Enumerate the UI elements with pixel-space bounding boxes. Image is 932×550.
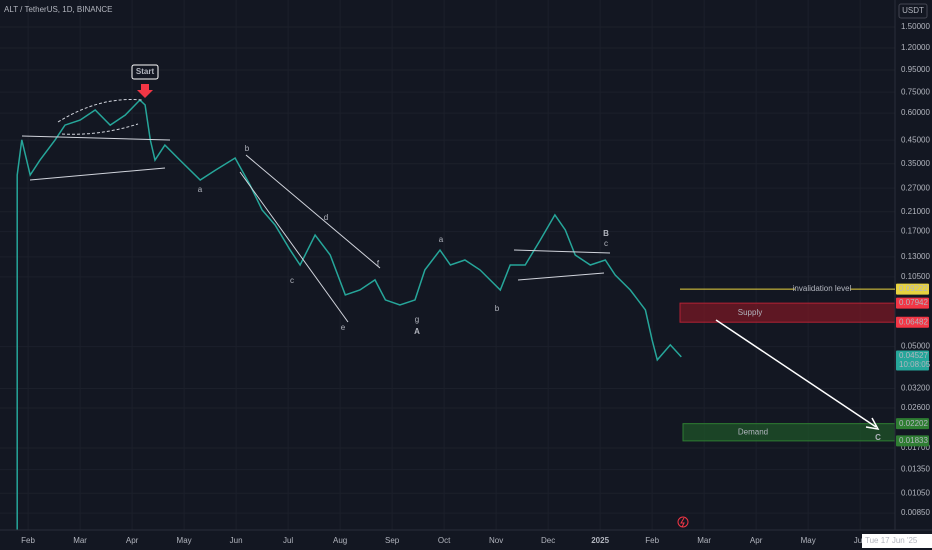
price-tag-label: 0.07942 xyxy=(899,298,928,307)
y-tick-label: 0.13000 xyxy=(901,252,930,261)
y-tick-label: 0.03200 xyxy=(901,384,930,393)
triangle2-bottom xyxy=(517,272,605,281)
chart-title: ALT / TetherUS, 1D, BINANCE xyxy=(4,5,112,14)
wave-label: e xyxy=(341,323,346,332)
wave-label: a xyxy=(198,185,203,194)
price-tag-label: 0.06482 xyxy=(899,317,928,326)
price-tag xyxy=(896,418,929,430)
wave-label: c xyxy=(604,239,608,248)
x-tick-label: Apr xyxy=(126,536,139,545)
price-tag-label: 0.02202 xyxy=(899,419,928,428)
wave-label: a xyxy=(439,235,444,244)
y-tick-label: 0.01700 xyxy=(901,443,930,452)
triangle-top xyxy=(21,135,171,141)
wave-label: b xyxy=(495,304,500,313)
supply-zone-label: Supply xyxy=(738,308,762,317)
x-tick-label: Jun xyxy=(230,536,243,545)
y-tick-label: 1.20000 xyxy=(901,43,930,52)
y-tick-label: 1.50000 xyxy=(901,22,930,31)
demand-zone xyxy=(682,423,896,442)
x-tick-label: May xyxy=(801,536,816,545)
x-tick-label: Apr xyxy=(750,536,763,545)
y-tick-label: 0.00850 xyxy=(901,508,930,517)
price-tag-label: 0.09222 xyxy=(899,284,928,293)
y-tick-label: 0.17000 xyxy=(901,227,930,236)
y-tick-label: 0.95000 xyxy=(901,65,930,74)
x-tick-label: Dec xyxy=(541,536,555,545)
x-tick-label: Aug xyxy=(333,536,347,545)
wave-label: B xyxy=(603,229,609,238)
x-tick-label: Nov xyxy=(489,536,503,545)
channel-top xyxy=(245,154,381,269)
start-arrow xyxy=(137,84,153,98)
channel-bottom xyxy=(239,171,349,323)
demand-zone-label: Demand xyxy=(738,427,768,436)
x-tick-label: Jun xyxy=(854,536,867,545)
invalidation-label-bg xyxy=(795,284,850,295)
y-tick-label: 0.01050 xyxy=(901,488,930,497)
wedge xyxy=(57,99,143,135)
price-tag xyxy=(896,350,929,371)
y-tick-label: 0.75000 xyxy=(901,87,930,96)
start-box xyxy=(131,64,159,80)
x-tick-label: Mar xyxy=(73,536,87,545)
x-tick-label: Jul xyxy=(283,536,293,545)
y-tick-label: 0.10500 xyxy=(901,272,930,281)
wave-label: g xyxy=(415,315,419,324)
drawings xyxy=(21,99,880,430)
x-tick-label: Mar xyxy=(697,536,711,545)
y-tick-label: 0.05000 xyxy=(901,342,930,351)
x-tick-label: May xyxy=(177,536,192,545)
wave-label: d xyxy=(324,213,328,222)
x-tick-label: Sep xyxy=(385,536,400,545)
y-tick-label: 0.60000 xyxy=(901,108,930,117)
y-tick-label: 0.21000 xyxy=(901,207,930,216)
triangle-bottom xyxy=(29,167,166,181)
y-tick-label: 0.01350 xyxy=(901,465,930,474)
price-tag-label: 0.04527 xyxy=(899,351,928,360)
price-tag xyxy=(896,297,929,309)
x-tick-label: Feb xyxy=(21,536,35,545)
crosshair-date: Tue 17 Jun '25 xyxy=(865,536,918,545)
price-tag xyxy=(896,283,929,295)
arrow-head xyxy=(865,417,880,430)
price-tag-label: 0.01833 xyxy=(899,436,928,445)
x-tick-label: Oct xyxy=(438,536,451,545)
y-tick-label: 0.27000 xyxy=(901,183,930,192)
replay-icon[interactable] xyxy=(677,516,689,528)
wave-label: f xyxy=(377,259,380,268)
currency: USDT xyxy=(902,6,924,15)
price-tag xyxy=(896,435,929,447)
countdown: 10:08:05 xyxy=(899,360,931,369)
currency-box[interactable] xyxy=(898,3,928,19)
x-tick-label: Feb xyxy=(645,536,659,545)
invalidation-label: invalidation level xyxy=(793,284,852,293)
replay-bolt xyxy=(680,517,685,528)
y-tick-label: 0.02600 xyxy=(901,403,930,412)
price-tag xyxy=(896,316,929,328)
y-tick-label: 0.45000 xyxy=(901,135,930,144)
wave-label: Start xyxy=(136,67,155,76)
price-line xyxy=(16,98,682,530)
y-tick-label: 0.35000 xyxy=(901,159,930,168)
forecast-arrow xyxy=(715,319,877,428)
wave-label: C xyxy=(875,433,881,442)
grid-layer xyxy=(0,0,895,530)
crosshair-date-bg xyxy=(862,534,932,548)
wave-label: A xyxy=(414,327,420,336)
wave-label: c xyxy=(290,276,294,285)
triangle2-top xyxy=(513,249,611,254)
x-tick-label: 2025 xyxy=(591,536,609,545)
wave-label: b xyxy=(245,144,250,153)
supply-zone xyxy=(679,302,896,323)
